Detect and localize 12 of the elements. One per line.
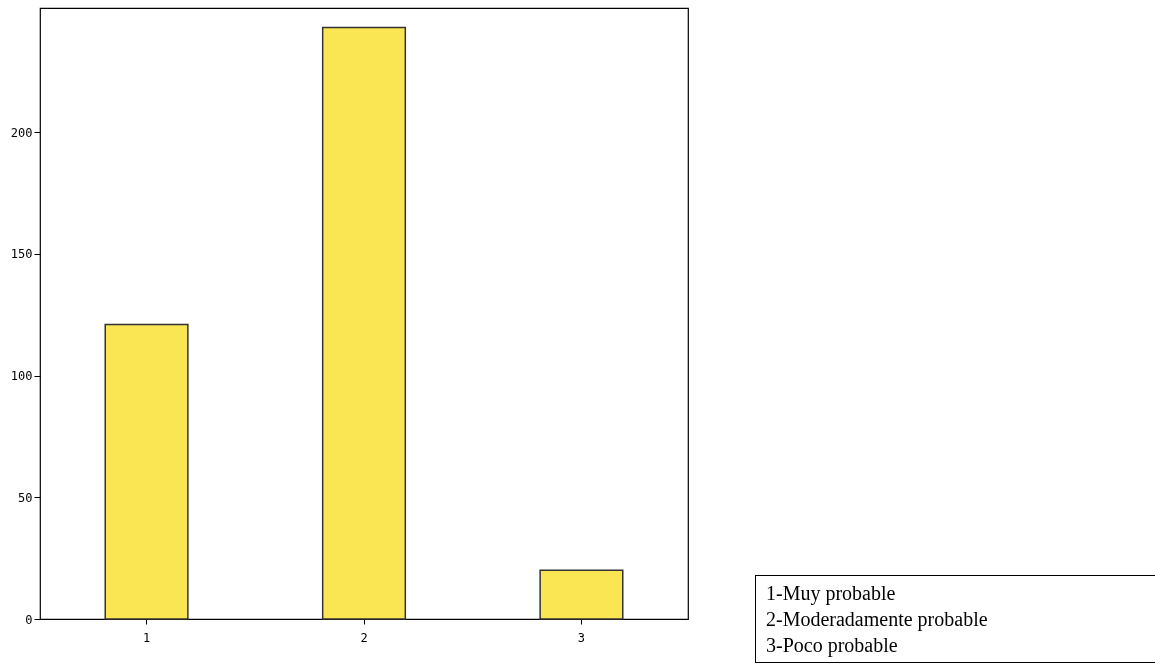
y-tick-label: 0 [25,612,33,627]
bar [539,569,624,620]
y-tick-label: 150 [10,247,33,262]
bar [321,26,407,620]
note-box: 1-Muy probable 2-Moderadamente probable 3-Poco probable [755,575,1155,663]
x-tick-label: 1 [142,630,151,645]
y-tick-label: 50 [18,490,33,505]
x-tick-label: 2 [360,630,368,645]
y-tick-label: 100 [10,369,33,384]
bar [104,323,189,620]
x-tick-label: 3 [577,630,586,645]
y-tick-label: 200 [10,125,33,140]
